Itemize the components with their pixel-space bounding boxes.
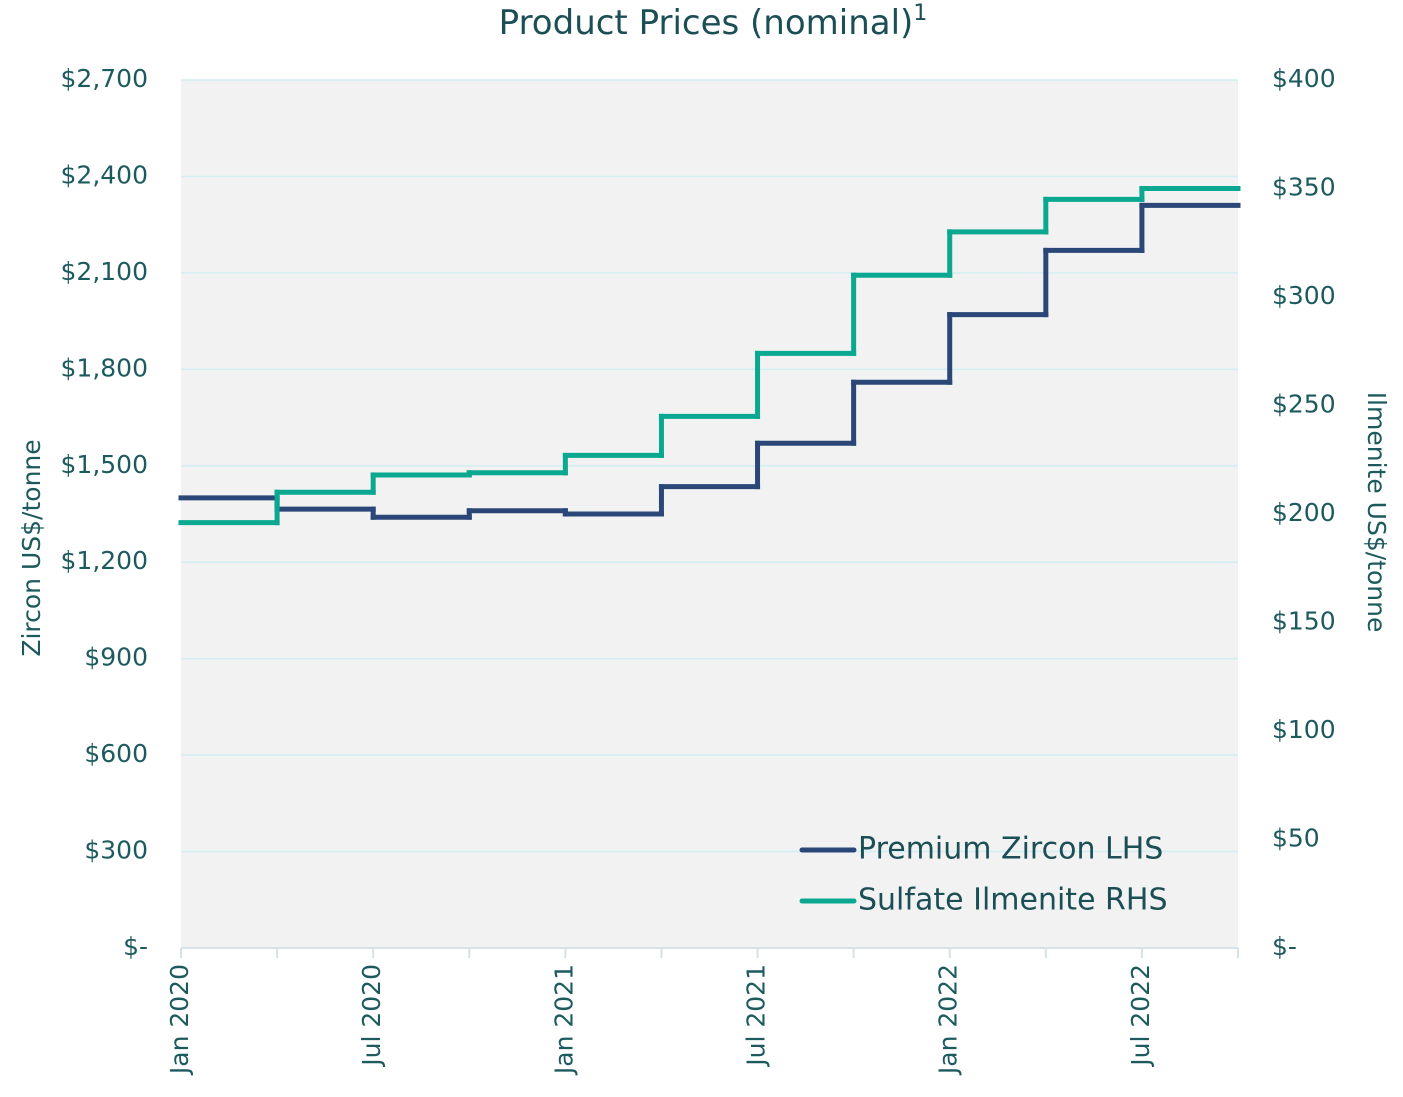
y2-tick-label: $50 [1272,824,1320,853]
y-tick-label: $900 [84,643,148,672]
y2-axis-title: Ilmenite US$/tonne [1362,392,1391,633]
y2-tick-label: $100 [1272,715,1336,744]
x-tick-label: Jan 2021 [549,964,578,1076]
y-tick-label: $600 [84,739,148,768]
y-tick-label: $- [123,932,148,961]
y2-tick-label: $150 [1272,607,1336,636]
y-tick-label: $1,200 [61,546,148,575]
y-axis-title: Zircon US$/tonne [17,439,46,656]
legend-label: Premium Zircon LHS [858,832,1163,867]
y-tick-label: $1,800 [61,353,148,382]
title-superscript: 1 [913,1,927,26]
y2-tick-label: $350 [1272,173,1336,202]
x-tick-label: Jan 2022 [934,964,963,1076]
y2-tick-label: $- [1272,932,1297,961]
x-tick-label: Jul 2022 [1126,964,1155,1068]
y-tick-label: $300 [84,836,148,865]
x-tick-label: Jul 2021 [742,964,771,1068]
title-text: Product Prices (nominal) [499,3,914,43]
legend-label: Sulfate Ilmenite RHS [858,883,1168,918]
y2-tick-label: $300 [1272,281,1336,310]
x-tick-label: Jul 2020 [357,964,386,1068]
y2-tick-label: $200 [1272,498,1336,527]
y2-tick-label: $400 [1272,64,1336,93]
y-tick-label: $2,700 [61,64,148,93]
y2-tick-label: $250 [1272,390,1336,419]
x-tick-label: Jan 2020 [165,964,194,1076]
y-tick-label: $2,100 [61,257,148,286]
chart-title: Product Prices (nominal)1 [499,1,928,43]
plot-area [181,80,1238,948]
y-tick-label: $2,400 [61,160,148,189]
y-tick-label: $1,500 [61,450,148,479]
